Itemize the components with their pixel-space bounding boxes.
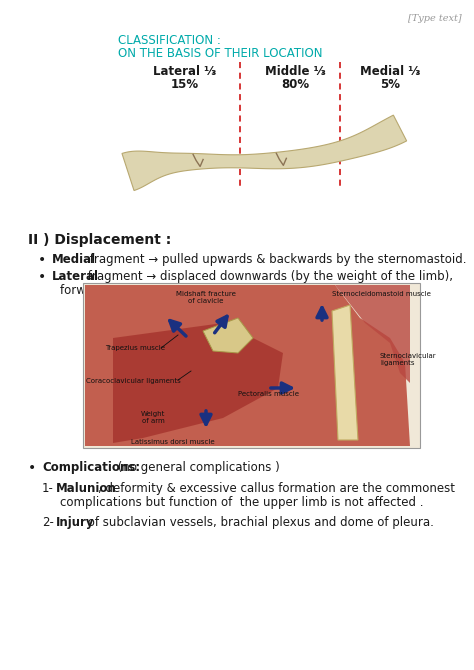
Text: CLASSIFICATION :: CLASSIFICATION :: [118, 34, 221, 47]
Text: Medial ⅓: Medial ⅓: [360, 65, 420, 78]
Text: 1-: 1-: [42, 482, 54, 495]
Text: forwards and medially (by pectoralis major).: forwards and medially (by pectoralis maj…: [60, 284, 323, 297]
Text: 5%: 5%: [380, 78, 400, 91]
Text: fragment → displaced downwards (by the weight of the limb),: fragment → displaced downwards (by the w…: [84, 270, 453, 283]
Text: Sternocleidomastoid muscle: Sternocleidomastoid muscle: [332, 291, 431, 297]
Polygon shape: [332, 305, 358, 440]
Polygon shape: [83, 283, 420, 448]
Text: Latissimus dorsi muscle: Latissimus dorsi muscle: [131, 439, 215, 445]
Text: Coracoclavicular ligaments: Coracoclavicular ligaments: [86, 378, 181, 384]
Text: of arm: of arm: [142, 418, 164, 424]
Text: Sternoclavicular: Sternoclavicular: [380, 353, 437, 359]
Text: 80%: 80%: [281, 78, 309, 91]
Polygon shape: [113, 323, 283, 443]
Text: ligaments: ligaments: [380, 360, 414, 366]
Polygon shape: [85, 285, 410, 446]
Polygon shape: [203, 318, 253, 353]
Text: Complications:: Complications:: [42, 461, 140, 474]
Text: Medial: Medial: [52, 253, 96, 266]
Text: fragment → pulled upwards & backwards by the sternomastoid.: fragment → pulled upwards & backwards by…: [86, 253, 466, 266]
Text: •: •: [28, 461, 36, 475]
Text: Trapezius muscle: Trapezius muscle: [105, 345, 165, 351]
Polygon shape: [310, 285, 410, 383]
Text: complications but function of  the upper limb is not affected .: complications but function of the upper …: [60, 496, 423, 509]
Text: Weight: Weight: [141, 411, 165, 417]
Text: 2-: 2-: [42, 516, 54, 529]
Text: of subclavian vessels, brachial plexus and dome of pleura.: of subclavian vessels, brachial plexus a…: [84, 516, 434, 529]
Polygon shape: [122, 115, 407, 190]
Text: Pectoralis muscle: Pectoralis muscle: [238, 391, 299, 397]
Text: Malunion: Malunion: [56, 482, 117, 495]
Text: •: •: [38, 253, 46, 267]
Text: Injury: Injury: [56, 516, 94, 529]
Text: 15%: 15%: [171, 78, 199, 91]
Text: [Type text]: [Type text]: [409, 14, 462, 23]
Text: II ) Displacement :: II ) Displacement :: [28, 233, 171, 247]
Text: Lateral ⅓: Lateral ⅓: [154, 65, 217, 78]
Text: (no general complications ): (no general complications ): [114, 461, 280, 474]
Text: •: •: [38, 270, 46, 284]
Text: of clavicle: of clavicle: [188, 298, 224, 304]
Text: ON THE BASIS OF THEIR LOCATION: ON THE BASIS OF THEIR LOCATION: [118, 47, 322, 60]
Text: Midshaft fracture: Midshaft fracture: [176, 291, 236, 297]
Text: Lateral: Lateral: [52, 270, 99, 283]
Text: Middle ⅓: Middle ⅓: [264, 65, 325, 78]
Text: , deformity & excessive callus formation are the commonest: , deformity & excessive callus formation…: [98, 482, 455, 495]
